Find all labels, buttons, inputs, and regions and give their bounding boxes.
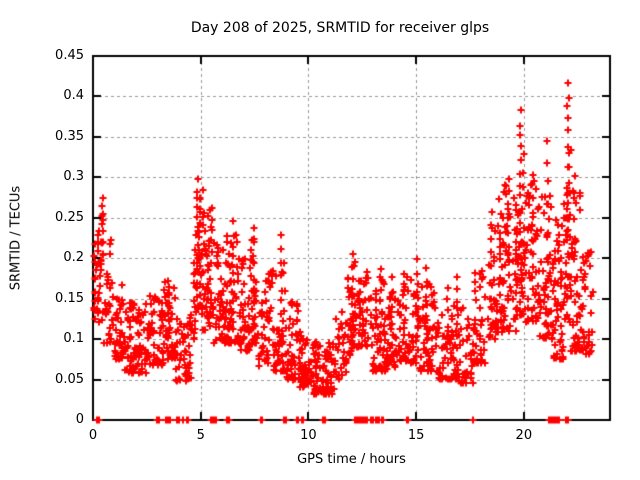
y-tick-label: 0.25 bbox=[55, 209, 84, 225]
y-tick-label: 0.45 bbox=[55, 48, 84, 63]
y-tick-label: 0.3 bbox=[63, 169, 84, 185]
y-tick-label: 0.1 bbox=[63, 331, 84, 347]
y-tick-label: 0.4 bbox=[63, 88, 84, 104]
y-axis-label: SRMTID / TECUs bbox=[8, 185, 24, 291]
x-tick-label: 20 bbox=[515, 428, 533, 443]
x-tick-label: 15 bbox=[407, 428, 425, 443]
y-tick-label: 0.05 bbox=[55, 371, 84, 387]
x-axis-label: GPS time / hours bbox=[297, 452, 406, 467]
x-tick-label: 10 bbox=[300, 428, 317, 443]
y-tick-label: 0 bbox=[75, 412, 84, 427]
chart-title: Day 208 of 2025, SRMTID for receiver glp… bbox=[190, 20, 490, 36]
y-tick-label: 0.35 bbox=[55, 128, 84, 144]
y-tick-label: 0.2 bbox=[63, 250, 84, 266]
y-tick-label: 0.15 bbox=[55, 290, 84, 306]
x-tick-label: 0 bbox=[88, 428, 98, 443]
x-tick-label: 5 bbox=[196, 428, 205, 443]
